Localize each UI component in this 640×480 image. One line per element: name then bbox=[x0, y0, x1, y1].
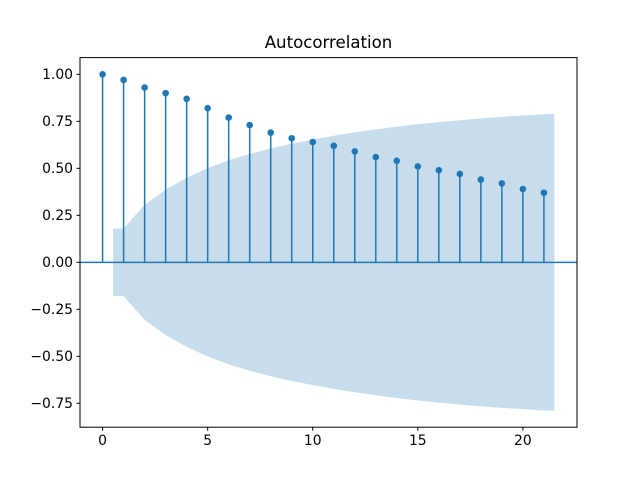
x-tick-label: 20 bbox=[514, 433, 532, 449]
x-tick-label: 0 bbox=[98, 433, 107, 449]
acf-marker bbox=[540, 189, 548, 197]
acf-marker bbox=[330, 142, 338, 150]
plot-border bbox=[79, 57, 578, 428]
y-tick-label: −0.25 bbox=[30, 302, 73, 318]
acf-marker bbox=[414, 163, 422, 170]
acf-marker bbox=[246, 121, 253, 129]
x-tick-label: 15 bbox=[409, 433, 427, 449]
acf-marker bbox=[267, 129, 275, 136]
acf-marker bbox=[372, 153, 380, 161]
axes-layer: 0 5 10 15 20 1.00 0.75 0.50 0.25 0.00 −0.25 −0.50 −0… bbox=[30, 57, 578, 449]
acf-marker bbox=[225, 114, 232, 121]
acf-marker bbox=[519, 185, 527, 193]
y-tick-label: 1.00 bbox=[42, 67, 73, 83]
acf-marker bbox=[477, 176, 485, 183]
acf-marker bbox=[183, 95, 190, 103]
acf-marker bbox=[393, 157, 401, 165]
acf-marker bbox=[309, 138, 317, 146]
acf-marker bbox=[204, 104, 211, 112]
acf-marker bbox=[141, 84, 148, 91]
x-tick-label: 5 bbox=[203, 433, 212, 449]
acf-marker bbox=[99, 71, 106, 78]
x-tick-label: 10 bbox=[304, 433, 322, 449]
acf-marker bbox=[456, 170, 464, 178]
y-tick-label: 0.75 bbox=[42, 114, 73, 130]
acf-marker bbox=[288, 134, 296, 142]
y-tick-label: 0.25 bbox=[42, 208, 73, 224]
acf-marker bbox=[435, 166, 443, 174]
acf-marker bbox=[162, 89, 169, 97]
acf-stem-layer bbox=[80, 71, 577, 264]
y-tick-label: −0.75 bbox=[30, 396, 73, 412]
y-tick-label: −0.50 bbox=[30, 349, 73, 365]
acf-marker bbox=[120, 76, 127, 84]
chart-title: Autocorrelation bbox=[265, 33, 393, 52]
acf-marker bbox=[498, 180, 506, 187]
y-tick-label: 0.50 bbox=[42, 161, 73, 177]
acf-marker bbox=[351, 148, 359, 155]
y-tick-label: 0.00 bbox=[42, 255, 73, 271]
